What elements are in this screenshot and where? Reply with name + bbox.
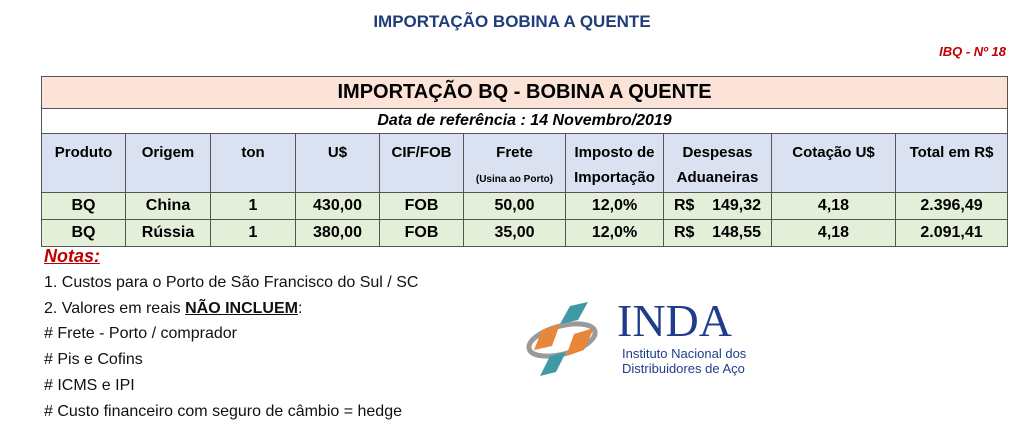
table-cell: R$ 149,32 [663, 192, 772, 220]
table-cell: 430,00 [295, 192, 380, 220]
table-row: BQ Rússia 1 380,00 FOB 35,00 12,0% R$ 148,55 4,18… [41, 219, 1009, 247]
header-row: Produto Origem ton U$ CIF/FOB Frete (Usina ao … [41, 133, 1009, 193]
note-line: # Custo financeiro com seguro de câmbio … [44, 402, 402, 420]
notes-heading: Notas: [44, 246, 101, 266]
page-title: IMPORTAÇÃO BOBINA A QUENTE [373, 12, 651, 31]
header-sublabel: (Usina ao Porto) [464, 165, 565, 192]
currency-symbol: R$ [674, 197, 695, 214]
table-cell: 50,00 [463, 192, 566, 220]
table-cell: China [125, 192, 211, 220]
table-cell: 1 [210, 219, 296, 247]
header-label: Produto [54, 144, 113, 161]
table-cell: BQ [41, 192, 126, 220]
header-label: ton [241, 144, 265, 161]
column-header: Imposto de Importação [565, 133, 664, 193]
column-header: CIF/FOB [379, 133, 464, 193]
header-sublabel-text: (Usina ao Porto) [475, 174, 554, 185]
column-header: Origem [125, 133, 211, 193]
table-cell: 2.091,41 [894, 219, 1009, 247]
note-text: 2. Valores em reais [44, 299, 186, 317]
note-emphasis: NÃO INCLUEM [185, 299, 298, 317]
table-cell: 12,0% [565, 192, 664, 220]
column-header: Cotação U$ [771, 133, 896, 193]
table-cell: FOB [379, 219, 464, 247]
header-label: Frete [496, 144, 533, 161]
table-cell: FOB [379, 192, 464, 220]
header-label: CIF/FOB [391, 144, 452, 161]
import-table: IMPORTAÇÃO BQ - BOBINA A QUENTE Data de … [40, 76, 1009, 247]
column-header: Produto [41, 133, 126, 193]
currency-symbol: R$ [674, 224, 695, 241]
header-label: Imposto de [574, 144, 655, 161]
inda-emblem-icon [526, 302, 598, 376]
table-row: BQ China 1 430,00 FOB 50,00 12,0% R$ 149,32 4,18 2… [41, 192, 1009, 220]
note-line: # Pis e Cofins [44, 351, 143, 369]
header-label: Cotação U$ [792, 144, 875, 161]
note-line: 2. Valores em reais NÃO INCLUEM: [44, 296, 418, 322]
reference-date: Data de referência : 14 Novembro/2019 [40, 108, 1009, 134]
table-cell: 35,00 [463, 219, 566, 247]
header-label: Origem [141, 144, 195, 161]
column-header: U$ [295, 133, 380, 193]
cell-value: 149,32 [712, 197, 761, 214]
table-cell: BQ [41, 219, 126, 247]
report-code: IBQ - Nº 18 [939, 44, 1006, 59]
notes: Notas: 1. Custos para o Porto de São Fra… [44, 244, 418, 425]
table-cell: 1 [210, 192, 296, 220]
table-cell: 4,18 [771, 192, 896, 220]
note-line: # Frete - Porto / comprador [44, 325, 237, 343]
note-line: 1. Custos para o Porto de São Francisco … [44, 273, 419, 291]
table-cell: Rússia [125, 219, 211, 247]
column-header: ton [210, 133, 296, 193]
column-header: Frete (Usina ao Porto) [463, 133, 566, 193]
table-cell: 4,18 [771, 219, 896, 247]
header-label: U$ [327, 144, 348, 161]
note-text: : [297, 299, 303, 317]
table-cell: 380,00 [295, 219, 380, 247]
logo-name: INDA [617, 295, 732, 346]
header-sublabel: Aduaneiras [676, 169, 759, 186]
logo-subtitle-line1: Instituto Nacional dos [622, 346, 747, 361]
logo-subtitle-line2: Distribuidores de Aço [622, 361, 745, 376]
cell-value: 148,55 [712, 224, 761, 241]
header-label: Despesas [682, 144, 753, 161]
table-cell: 12,0% [565, 219, 664, 247]
table-cell: R$ 148,55 [663, 219, 772, 247]
header-sublabel: Importação [574, 169, 655, 186]
table-title: IMPORTAÇÃO BQ - BOBINA A QUENTE [40, 76, 1009, 109]
note-line: # ICMS e IPI [44, 376, 135, 394]
column-header: Despesas Aduaneiras [663, 133, 772, 193]
inda-logo: INDA Instituto Nacional dos Distribuidor… [522, 298, 772, 378]
table-cell: 2.396,49 [894, 192, 1009, 220]
column-header: Total em R$ [894, 133, 1009, 193]
header-label: Total em R$ [909, 144, 994, 161]
